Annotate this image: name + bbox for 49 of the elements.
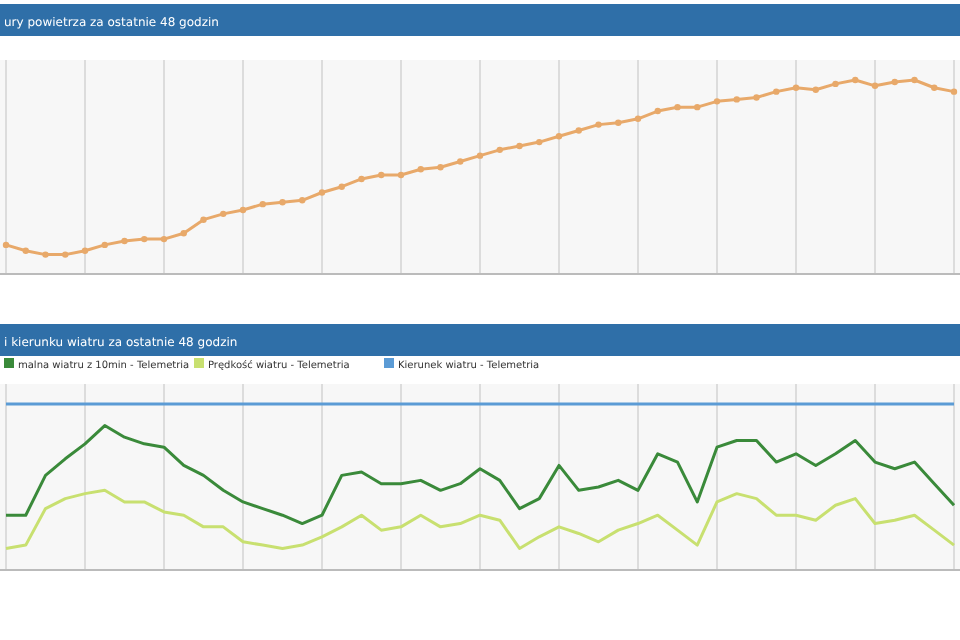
point: [575, 127, 582, 134]
point: [2, 241, 10, 249]
point: [713, 98, 721, 105]
point: [694, 103, 701, 111]
point: [516, 142, 523, 150]
point: [437, 164, 444, 171]
point: [220, 210, 227, 218]
point: [536, 138, 543, 146]
point: [852, 76, 859, 84]
point: [378, 171, 385, 179]
point: [22, 247, 29, 254]
point: [121, 237, 128, 245]
point: [42, 251, 49, 258]
point: [832, 80, 839, 88]
point: [299, 197, 306, 204]
point: [338, 183, 345, 190]
point: [259, 200, 266, 208]
point: [200, 216, 207, 223]
point: [141, 235, 148, 243]
point: [397, 171, 405, 179]
point: [101, 241, 108, 249]
point: [615, 119, 622, 126]
point: [476, 152, 484, 159]
point: [279, 199, 286, 206]
point: [555, 133, 563, 140]
point: [812, 86, 819, 93]
point: [417, 166, 424, 173]
point: [674, 103, 681, 111]
point: [180, 230, 187, 237]
point: [911, 76, 918, 84]
point: [457, 158, 464, 165]
point: [733, 96, 740, 103]
point: [81, 247, 89, 254]
point: [792, 84, 800, 91]
point: [239, 206, 247, 214]
point: [595, 121, 602, 128]
point: [891, 78, 898, 86]
point: [950, 88, 958, 95]
point: [496, 146, 503, 154]
point: [358, 175, 365, 183]
point: [318, 189, 326, 196]
point: [62, 251, 69, 258]
point: [931, 84, 938, 91]
point: [634, 115, 642, 122]
point: [773, 88, 780, 95]
point: [160, 235, 168, 243]
point: [871, 82, 879, 90]
point: [654, 107, 661, 115]
point: [753, 94, 760, 101]
